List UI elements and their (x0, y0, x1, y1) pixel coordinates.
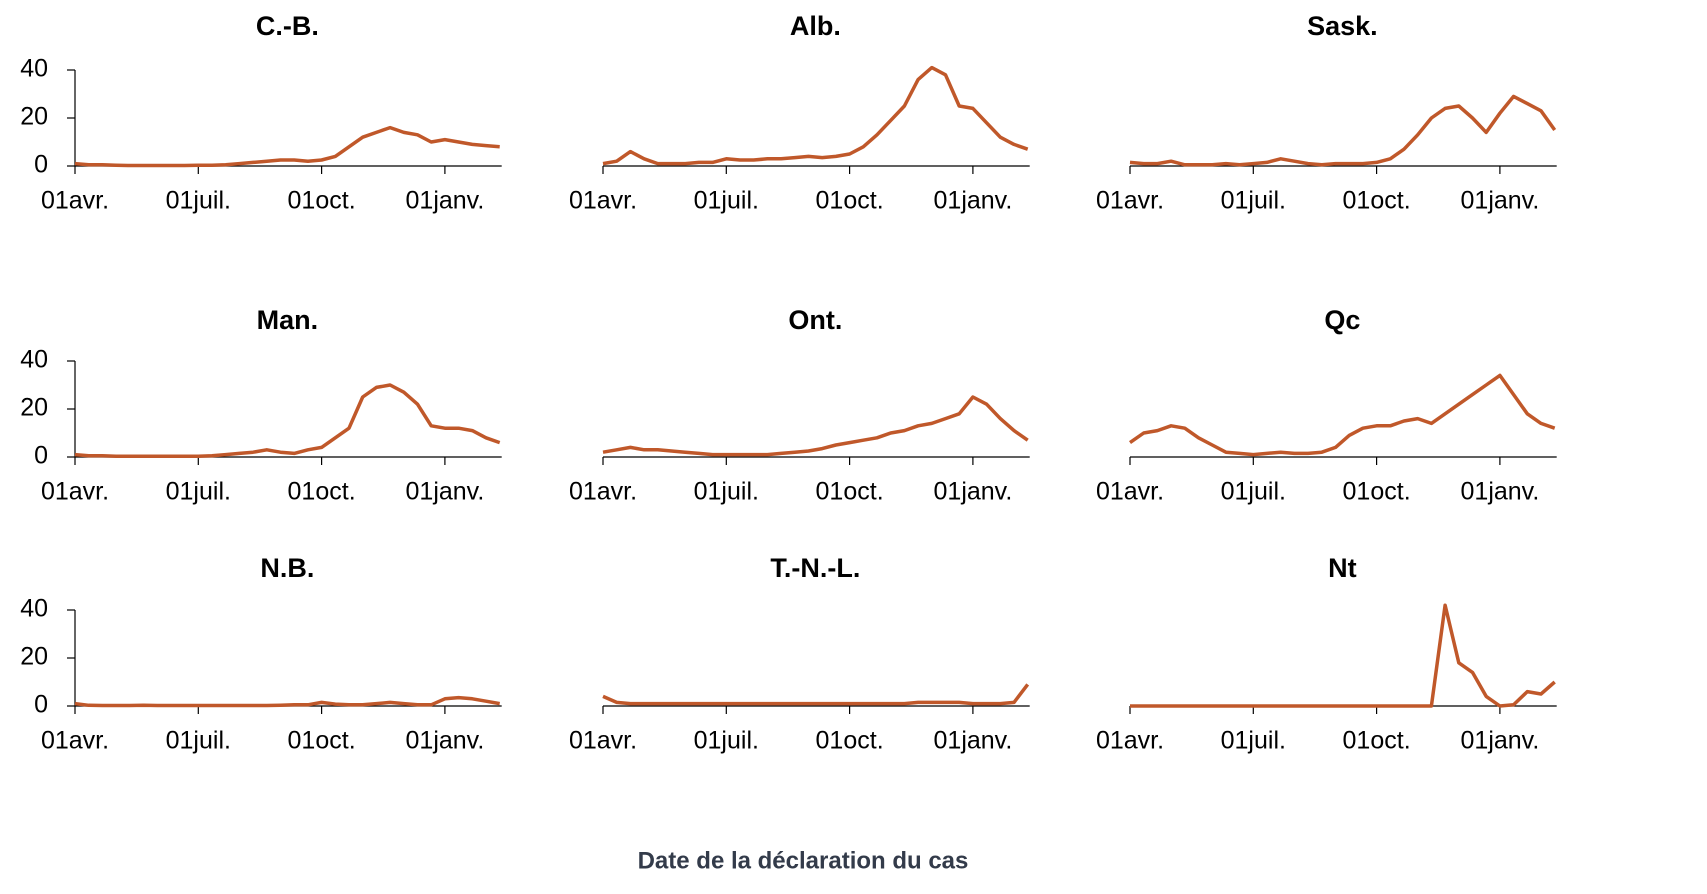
panel-title: Man. (257, 305, 319, 335)
y-tick-label: 0 (34, 151, 48, 179)
panel: Ont. 01avr. 01juil. 01oct. 01janv. (569, 305, 1030, 506)
x-tick-label: 01juil. (166, 187, 231, 215)
x-tick-label: 01juil. (1221, 727, 1286, 755)
x-tick-label: 01avr. (569, 187, 637, 215)
data-line (1129, 94, 1557, 167)
x-tick-label: 01oct. (288, 727, 356, 755)
x-tick-label: 01avr. (41, 478, 109, 506)
panel: Qc 01avr. 01juil. 01oct. 01janv. (1096, 305, 1557, 506)
x-tick-label: 01oct. (1343, 187, 1411, 215)
y-tick-label: 40 (20, 346, 48, 374)
x-tick-label: 01janv. (406, 478, 485, 506)
x-tick-label: 01janv. (406, 727, 485, 755)
panel-title: Alb. (790, 11, 841, 41)
x-tick-label: 01avr. (41, 187, 109, 215)
data-line (74, 695, 501, 708)
panel: C.-B. 01avr. 01juil. 01oct. 01janv. 0 20 40 (20, 11, 502, 215)
panel-title: Nt (1328, 553, 1357, 583)
x-tick-label: 01avr. (569, 478, 637, 506)
panel-title: Ont. (788, 305, 842, 335)
panel-title: C.-B. (256, 11, 319, 41)
x-tick-label: 01oct. (816, 187, 884, 215)
panel-title: T.-N.-L. (770, 553, 860, 583)
y-tick-label: 40 (20, 595, 48, 623)
data-line (1128, 373, 1556, 457)
x-tick-label: 01janv. (934, 727, 1013, 755)
x-tick-label: 01juil. (694, 727, 759, 755)
panel: Sask. 01avr. 01juil. 01oct. 01janv. (1096, 11, 1557, 215)
panel-title: Sask. (1307, 11, 1378, 41)
panel: Alb. 01avr. 01juil. 01oct. 01janv. (569, 11, 1030, 215)
x-tick-label: 01oct. (1343, 478, 1411, 506)
x-tick-label: 01avr. (1096, 478, 1164, 506)
x-tick-label: 01avr. (1096, 727, 1164, 755)
data-line (1130, 603, 1556, 708)
data-line (74, 125, 500, 168)
x-tick-label: 01janv. (1461, 478, 1540, 506)
x-tick-label: 01avr. (1096, 187, 1164, 215)
panel: Nt 01avr. 01juil. 01oct. 01janv. (1096, 553, 1557, 755)
x-tick-label: 01oct. (816, 478, 884, 506)
x-tick-label: 01juil. (166, 727, 231, 755)
data-line (602, 65, 1029, 166)
x-tick-label: 01janv. (934, 187, 1013, 215)
panel-title: N.B. (260, 553, 314, 583)
x-tick-label: 01juil. (166, 478, 231, 506)
data-line (602, 395, 1029, 457)
panel: Man. 01avr. 01juil. 01oct. 01janv. 0 20 40 (20, 305, 502, 506)
x-tick-label: 01juil. (1221, 187, 1286, 215)
panel: T.-N.-L. 01avr. 01juil. 01oct. 01janv. (569, 553, 1030, 755)
data-line (602, 683, 1030, 706)
x-tick-label: 01janv. (1461, 187, 1540, 215)
x-tick-label: 01oct. (816, 727, 884, 755)
panel: N.B. 01avr. 01juil. 01oct. 01janv. 0 20 40 (20, 553, 502, 755)
x-tick-label: 01janv. (934, 478, 1013, 506)
x-tick-label: 01avr. (41, 727, 109, 755)
x-tick-label: 01janv. (1461, 727, 1540, 755)
y-tick-label: 20 (20, 394, 48, 422)
panel-title: Qc (1324, 305, 1360, 335)
y-tick-label: 0 (34, 691, 48, 719)
data-line (74, 383, 501, 459)
x-tick-label: 01juil. (694, 478, 759, 506)
x-tick-label: 01janv. (406, 187, 485, 215)
y-tick-label: 20 (20, 103, 48, 131)
x-tick-label: 01juil. (1221, 478, 1286, 506)
x-tick-label: 01oct. (1343, 727, 1411, 755)
x-tick-label: 01juil. (694, 187, 759, 215)
x-axis-label: Date de la déclaration du cas (638, 847, 969, 874)
y-tick-label: 40 (20, 55, 48, 83)
x-tick-label: 01avr. (569, 727, 637, 755)
x-tick-label: 01oct. (288, 478, 356, 506)
y-tick-label: 20 (20, 643, 48, 671)
x-tick-label: 01oct. (288, 187, 356, 215)
y-tick-label: 0 (34, 442, 48, 470)
